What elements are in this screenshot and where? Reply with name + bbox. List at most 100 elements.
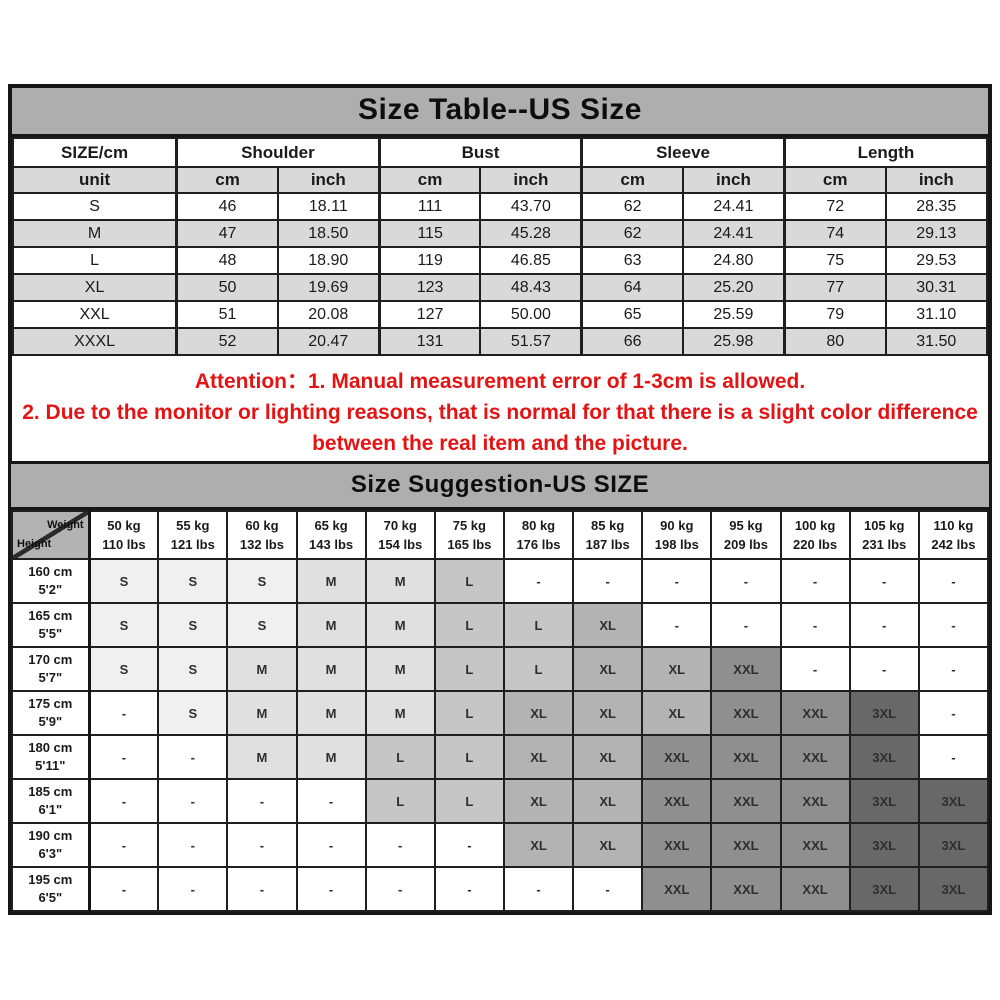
suggested-size-cell: XL: [502, 822, 575, 868]
measurement-cell: 79: [782, 300, 887, 329]
suggested-size-cell: XL: [502, 690, 575, 736]
attention-line-2: 2. Due to the monitor or lighting reason…: [22, 401, 978, 424]
suggested-size-cell: XXL: [641, 778, 713, 824]
measurement-cell: 52: [175, 327, 279, 356]
unit-header-cell: inch: [884, 166, 989, 194]
suggested-size-cell: -: [295, 778, 367, 824]
size-suggestion-section: Size Suggestion-US SIZE Weight Height 50 k…: [8, 461, 992, 915]
suggested-size-cell: M: [295, 734, 367, 780]
suggestion-row: 195 cm 6'5" - - - - - - - - XXL XXL XXL 3XL 3XL: [10, 866, 990, 912]
suggested-size-cell: -: [295, 866, 367, 912]
weight-header-cell: 80 kg 176 lbs: [502, 510, 575, 560]
suggested-size-cell: XL: [641, 646, 713, 692]
weight-header-cell: 100 kg 220 lbs: [779, 510, 851, 560]
measurement-cell: 18.11: [276, 192, 381, 221]
suggested-size-cell: M: [364, 646, 436, 692]
suggestion-row: 185 cm 6'1" - - - - L L XL XL XXL XXL XXL 3XL 3XL: [10, 778, 990, 824]
suggested-size-cell: M: [295, 690, 367, 736]
suggested-size-cell: -: [779, 646, 851, 692]
suggested-size-cell: -: [779, 558, 851, 604]
suggested-size-cell: -: [572, 558, 644, 604]
measurement-cell: 65: [580, 300, 685, 329]
measurement-cell: 29.13: [884, 219, 989, 248]
weight-header-cell: 110 kg 242 lbs: [917, 510, 990, 560]
suggested-size-cell: S: [157, 602, 229, 648]
suggested-size-cell: M: [364, 558, 436, 604]
measurement-cell: 74: [782, 219, 887, 248]
suggested-size-cell: L: [364, 734, 436, 780]
suggestion-row: 170 cm 5'7" S S M M M L L XL XL XXL - - -: [10, 646, 990, 692]
suggested-size-cell: -: [779, 602, 851, 648]
suggested-size-cell: -: [157, 866, 229, 912]
attention-line-3: between the real item and the picture.: [312, 432, 688, 455]
suggested-size-cell: XL: [572, 602, 644, 648]
weight-header-cell: 105 kg 231 lbs: [848, 510, 920, 560]
suggested-size-cell: -: [88, 690, 160, 736]
suggested-size-cell: XXL: [641, 734, 713, 780]
height-label-cell: 160 cm 5'2": [10, 558, 91, 604]
suggested-size-cell: M: [364, 690, 436, 736]
size-row: XXXL 52 20.47 131 51.57 66 25.98 80 31.50: [12, 327, 989, 356]
measurement-cell: 30.31: [884, 273, 989, 302]
suggested-size-cell: XXL: [779, 690, 851, 736]
suggested-size-cell: 3XL: [848, 866, 920, 912]
suggested-size-cell: M: [295, 602, 367, 648]
suggested-size-cell: S: [226, 558, 298, 604]
suggested-size-cell: M: [364, 602, 436, 648]
suggested-size-cell: -: [917, 690, 990, 736]
suggested-size-cell: -: [157, 778, 229, 824]
measurement-cell: 25.20: [682, 273, 786, 302]
measurement-cell: 24.41: [682, 192, 786, 221]
suggested-size-cell: XL: [572, 734, 644, 780]
size-row: XXL 51 20.08 127 50.00 65 25.59 79 31.10: [12, 300, 989, 329]
unit-header-cell: cm: [175, 166, 279, 194]
unit-header-cell: inch: [479, 166, 583, 194]
corner-weight-label: Weight: [47, 519, 84, 531]
measurement-cell: 75: [782, 246, 887, 275]
measurement-cell: 47: [175, 219, 279, 248]
suggested-size-cell: -: [226, 778, 298, 824]
suggestion-row: 165 cm 5'5" S S S M M L L XL - - - - -: [10, 602, 990, 648]
suggested-size-cell: M: [226, 646, 298, 692]
size-table: SIZE/cm Shoulder Bust Sleeve Length unit cm inc…: [12, 137, 989, 356]
unit-header-cell: cm: [580, 166, 685, 194]
suggested-size-cell: XXL: [710, 690, 782, 736]
measurement-cell: 24.80: [682, 246, 786, 275]
measurement-cell: 20.08: [276, 300, 381, 329]
unit-header-cell: unit: [12, 166, 178, 194]
unit-header-cell: cm: [782, 166, 887, 194]
measurement-cell: 29.53: [884, 246, 989, 275]
suggested-size-cell: XXL: [710, 646, 782, 692]
measurement-cell: 50: [175, 273, 279, 302]
measurement-cell: 28.35: [884, 192, 989, 221]
weight-header-cell: 55 kg 121 lbs: [157, 510, 229, 560]
suggested-size-cell: XXL: [641, 866, 713, 912]
size-label-cell: XXXL: [12, 327, 178, 356]
measurement-cell: 72: [782, 192, 887, 221]
suggested-size-cell: -: [226, 866, 298, 912]
measurement-cell: 64: [580, 273, 685, 302]
suggestion-table-head: Weight Height 50 kg 110 lbs 55 kg 121 lbs 60 k…: [10, 510, 990, 560]
suggested-size-cell: -: [848, 646, 920, 692]
size-row: XL 50 19.69 123 48.43 64 25.20 77 30.31: [12, 273, 989, 302]
suggested-size-cell: XL: [572, 778, 644, 824]
suggested-size-cell: L: [433, 778, 505, 824]
suggested-size-cell: XXL: [779, 822, 851, 868]
suggested-size-cell: XXL: [710, 778, 782, 824]
suggested-size-cell: XL: [502, 734, 575, 780]
suggested-size-cell: 3XL: [917, 866, 990, 912]
measurement-cell: 18.50: [276, 219, 381, 248]
suggested-size-cell: S: [88, 646, 160, 692]
measurement-cell: 24.41: [682, 219, 786, 248]
suggested-size-cell: L: [433, 734, 505, 780]
suggested-size-cell: XXL: [779, 778, 851, 824]
height-label-cell: 170 cm 5'7": [10, 646, 91, 692]
suggested-size-cell: M: [226, 690, 298, 736]
suggested-size-cell: -: [88, 734, 160, 780]
measurement-cell: 119: [377, 246, 482, 275]
measurement-cell: 43.70: [479, 192, 583, 221]
measurement-cell: 25.59: [682, 300, 786, 329]
unit-header-cell: inch: [276, 166, 381, 194]
suggested-size-cell: -: [848, 602, 920, 648]
size-table-head: SIZE/cm Shoulder Bust Sleeve Length unit cm inc…: [12, 137, 989, 194]
